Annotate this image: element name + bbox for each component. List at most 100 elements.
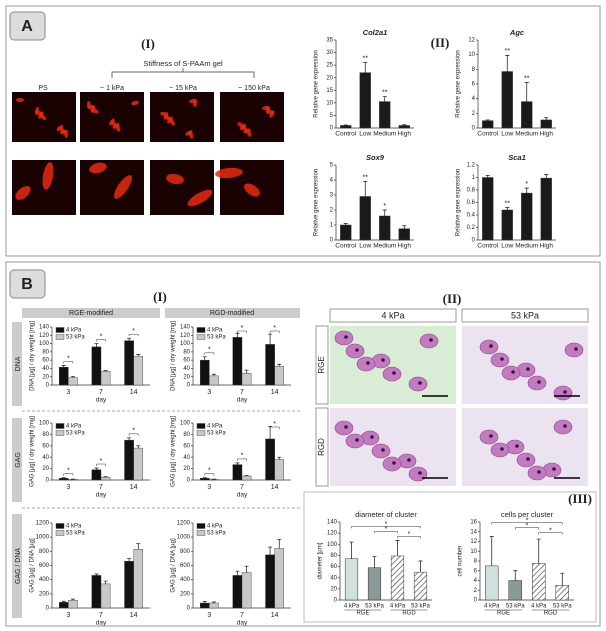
cell xyxy=(89,162,107,174)
error-bar xyxy=(103,580,108,584)
image-row-label: RGE xyxy=(317,356,326,373)
y-tick-label: 20 xyxy=(326,75,333,81)
cell xyxy=(479,429,499,445)
y-tick-label: 2 xyxy=(474,588,478,594)
bar xyxy=(124,561,134,609)
image xyxy=(150,92,214,142)
bar xyxy=(265,344,275,386)
image-label: ~ 150 kPa xyxy=(238,85,270,92)
nucleus xyxy=(563,424,567,428)
error-bar xyxy=(136,445,141,449)
image xyxy=(150,160,214,215)
nucleus xyxy=(429,338,433,342)
bar xyxy=(398,228,410,241)
bar xyxy=(91,469,102,481)
cell xyxy=(262,105,270,111)
y-tick-label: 80 xyxy=(183,432,190,438)
cell xyxy=(334,420,354,436)
significance-bracket xyxy=(237,330,247,333)
image-header-box xyxy=(329,308,457,323)
error-bar xyxy=(136,353,141,357)
bar xyxy=(359,72,371,129)
y-tick-label: 10 xyxy=(326,100,333,106)
y-tick-label: 120 xyxy=(180,333,191,339)
error-bar xyxy=(363,181,368,197)
significance-label: * xyxy=(132,328,135,335)
x-axis-label: day xyxy=(96,397,107,404)
y-tick-label: 2 xyxy=(330,208,334,214)
y-axis-label: GAG [µg] / DNA [µg] xyxy=(171,538,177,593)
gel-title: Stiffness of S-PAAm gel xyxy=(143,59,223,68)
y-tick-label: 0 xyxy=(187,478,191,484)
bar xyxy=(540,119,552,129)
bar xyxy=(379,215,391,241)
y-tick-label: 20 xyxy=(183,466,190,472)
y-axis-label: Relative gene expression xyxy=(456,169,462,236)
nucleus xyxy=(526,367,530,371)
x-tick-label: Medium xyxy=(515,131,538,138)
significance-bracket xyxy=(63,473,74,476)
nucleus xyxy=(515,444,519,448)
y-tick-label: 1000 xyxy=(36,535,50,541)
legend-swatch xyxy=(196,530,206,536)
bar xyxy=(124,439,134,481)
y-tick-label: 200 xyxy=(180,591,191,597)
x-tick-label: High xyxy=(540,131,554,138)
legend-label: 53 kPa xyxy=(207,335,226,341)
error-bar xyxy=(277,456,282,460)
image-label: ~ 15 kPa xyxy=(169,85,197,92)
legend-label: 53 kPa xyxy=(207,431,226,437)
nucleus xyxy=(355,438,359,442)
cell xyxy=(371,443,391,459)
x-tick-label: 7 xyxy=(240,484,244,491)
x-tick-label: 4 kPa xyxy=(484,604,500,610)
y-axis-label: Relative gene expression xyxy=(456,50,462,117)
cell xyxy=(166,173,184,185)
error-bar xyxy=(524,82,529,102)
image-row-box xyxy=(315,407,329,487)
error-bar xyxy=(244,475,249,477)
y-tick-label: 140 xyxy=(180,325,191,331)
bar xyxy=(532,563,546,601)
bar xyxy=(344,558,359,601)
error-bar xyxy=(70,375,75,378)
significance-label: * xyxy=(408,531,411,538)
bar xyxy=(540,177,552,241)
y-tick-label: 20 xyxy=(183,374,190,380)
cell xyxy=(109,118,115,126)
nucleus xyxy=(355,348,359,352)
annotation: ** xyxy=(363,55,369,62)
x-tick-label: 4 kPa xyxy=(390,604,406,610)
cell xyxy=(382,366,402,382)
nucleus xyxy=(392,371,396,375)
error-bar xyxy=(127,558,132,562)
cell xyxy=(86,101,92,109)
error-bar xyxy=(127,337,132,341)
x-tick-label: 14 xyxy=(271,484,279,491)
y-axis-label: DNA [µg] / dry weight [mg] xyxy=(30,321,36,391)
significance-label: * xyxy=(241,325,244,332)
cell xyxy=(345,433,365,449)
bar xyxy=(199,602,210,609)
y-tick-label: 5 xyxy=(330,163,334,169)
part-label: (II) xyxy=(443,291,462,306)
error-bar xyxy=(372,556,377,568)
x-tick-label: Control xyxy=(477,131,499,138)
histology-images xyxy=(330,326,588,486)
column-header-bg xyxy=(165,308,300,318)
y-tick-label: 6 xyxy=(474,568,478,574)
y-tick-label: 100 xyxy=(327,542,338,548)
y-tick-label: 4 xyxy=(474,578,478,584)
error-bar xyxy=(343,124,348,126)
nucleus xyxy=(392,461,396,465)
y-tick-label: 0 xyxy=(334,598,338,604)
error-bar xyxy=(505,55,510,72)
y-axis-label: GAG [µg] / DNA [µg] xyxy=(30,538,36,593)
legend-label: 53 kPa xyxy=(66,531,85,537)
error-bar xyxy=(402,225,407,229)
cell xyxy=(189,98,197,104)
bar xyxy=(91,575,102,609)
x-axis-label: day xyxy=(96,492,107,499)
bar xyxy=(68,600,78,609)
y-tick-label: 4 xyxy=(472,96,476,102)
